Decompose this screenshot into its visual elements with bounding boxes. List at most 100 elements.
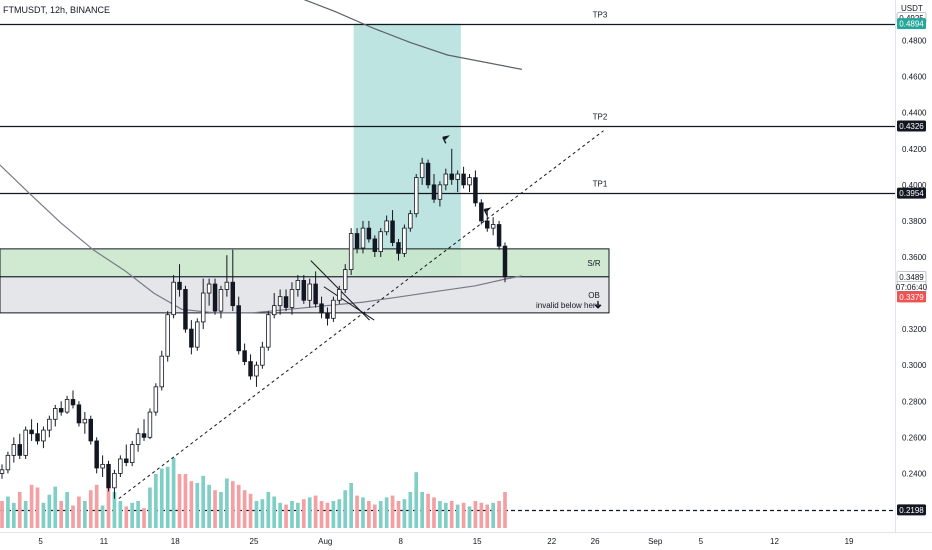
candle xyxy=(230,249,236,312)
candle-body xyxy=(396,242,401,254)
candle-body xyxy=(35,433,40,442)
candle xyxy=(443,168,449,191)
candle xyxy=(165,311,170,362)
candle-body xyxy=(502,245,508,278)
candle-body xyxy=(5,454,11,471)
volume-bar xyxy=(402,499,407,528)
candle xyxy=(177,264,182,297)
volume-bar xyxy=(254,501,259,528)
price-badge-bg xyxy=(897,18,926,30)
candle xyxy=(342,264,348,294)
candle-body xyxy=(319,303,324,314)
price-tick-label: 0.4400 xyxy=(902,109,927,118)
candle xyxy=(431,174,437,203)
candle-body xyxy=(372,238,378,252)
candle xyxy=(236,296,241,355)
candle-body xyxy=(260,346,265,366)
candle xyxy=(479,199,484,225)
volume-bar xyxy=(83,501,87,528)
price-badge-label: 0.3379 xyxy=(899,293,924,302)
candle-body xyxy=(419,162,425,179)
candle-body xyxy=(200,292,206,323)
candle-body xyxy=(100,463,105,469)
candle-body xyxy=(224,281,230,290)
volume-bar xyxy=(361,497,365,528)
candle xyxy=(129,440,135,467)
candle-body xyxy=(183,289,188,330)
candle xyxy=(295,275,301,297)
candle-body xyxy=(23,429,28,456)
volume-bar xyxy=(17,492,22,528)
time-tick-label: 5 xyxy=(699,537,704,546)
price-badge-label: 0.2198 xyxy=(899,506,924,515)
volume-bar xyxy=(378,501,383,528)
time-axis[interactable]: 5 11 18 25 Aug 8 15 22 26 Sep 5 12 19 xyxy=(38,537,854,546)
volume-bar xyxy=(503,492,507,528)
time-tick-label: 5 xyxy=(38,537,43,546)
candle-body xyxy=(337,289,342,301)
candle-body xyxy=(408,213,413,229)
candle xyxy=(206,278,212,306)
chart-annotations xyxy=(442,135,492,216)
candle-body xyxy=(443,173,449,186)
price-badge-label: 07:06:40 xyxy=(896,283,928,292)
candle xyxy=(100,455,105,477)
candle-body xyxy=(29,429,34,435)
candle-body xyxy=(313,283,318,305)
candle-body xyxy=(479,202,484,222)
time-tick-label: 19 xyxy=(845,537,854,546)
candle-body xyxy=(485,220,490,229)
candle xyxy=(366,220,372,243)
volume-bar xyxy=(41,502,46,528)
volume-bar xyxy=(136,501,140,528)
volume-bar xyxy=(290,501,294,528)
candle xyxy=(414,174,419,218)
candle-body xyxy=(473,177,478,204)
candle-body xyxy=(118,458,123,474)
price-tick-label: 0.2600 xyxy=(902,433,927,442)
time-tick-label: 8 xyxy=(399,537,404,546)
volume-bar xyxy=(372,504,377,528)
price-badge-label: 0.4894 xyxy=(899,20,924,29)
volume-bar xyxy=(195,483,200,528)
candle xyxy=(390,210,395,247)
volume-bar xyxy=(219,492,223,528)
candle-body xyxy=(135,433,141,445)
candle-body xyxy=(195,321,200,348)
candle-body xyxy=(153,386,159,413)
volume-bar xyxy=(343,490,348,528)
candle-body xyxy=(348,233,354,271)
zone-sr xyxy=(0,248,610,278)
currency-label: USDT xyxy=(901,4,923,13)
price-tick-label: 0.3000 xyxy=(902,361,927,370)
price-tick-label: 0.4800 xyxy=(902,37,927,46)
volume-bar xyxy=(296,502,300,528)
candle-body xyxy=(254,364,259,377)
volume-bar xyxy=(112,492,117,528)
volume-bar xyxy=(349,483,353,528)
candle xyxy=(271,293,277,319)
candle-body xyxy=(17,444,22,456)
candle xyxy=(124,444,129,467)
candle-body xyxy=(283,296,289,308)
candle xyxy=(17,433,22,459)
candle-body xyxy=(0,469,5,474)
volume-bar xyxy=(65,492,69,528)
candle xyxy=(402,224,407,257)
price-badge: 0.3489 xyxy=(896,271,927,283)
candle xyxy=(325,307,330,326)
price-badge-label: 0.4326 xyxy=(899,122,924,131)
candle-body xyxy=(212,283,218,312)
volume-bar xyxy=(390,495,395,528)
swing-marker-icon xyxy=(483,207,492,216)
candle xyxy=(141,419,147,441)
price-badge-bg xyxy=(897,291,926,303)
candle-body xyxy=(402,227,407,254)
candle xyxy=(106,460,111,492)
volume-bar xyxy=(53,486,58,528)
candle-body xyxy=(53,408,58,420)
price-badge-label: 0.3954 xyxy=(899,189,924,198)
price-axis[interactable]: 0.4800 0.4600 0.4400 0.4200 0.4000 0.3800 0.36… xyxy=(902,37,927,479)
volume-bar xyxy=(301,499,306,528)
